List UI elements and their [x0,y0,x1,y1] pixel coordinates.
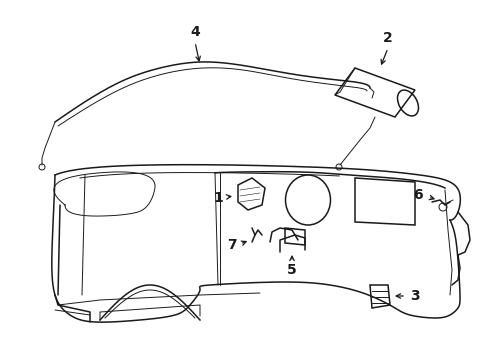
Text: 4: 4 [190,25,200,39]
Text: 3: 3 [409,289,419,303]
Text: 2: 2 [382,31,392,45]
Text: 1: 1 [213,191,223,205]
Text: 6: 6 [412,188,422,202]
Text: 7: 7 [227,238,236,252]
Text: 5: 5 [286,263,296,277]
